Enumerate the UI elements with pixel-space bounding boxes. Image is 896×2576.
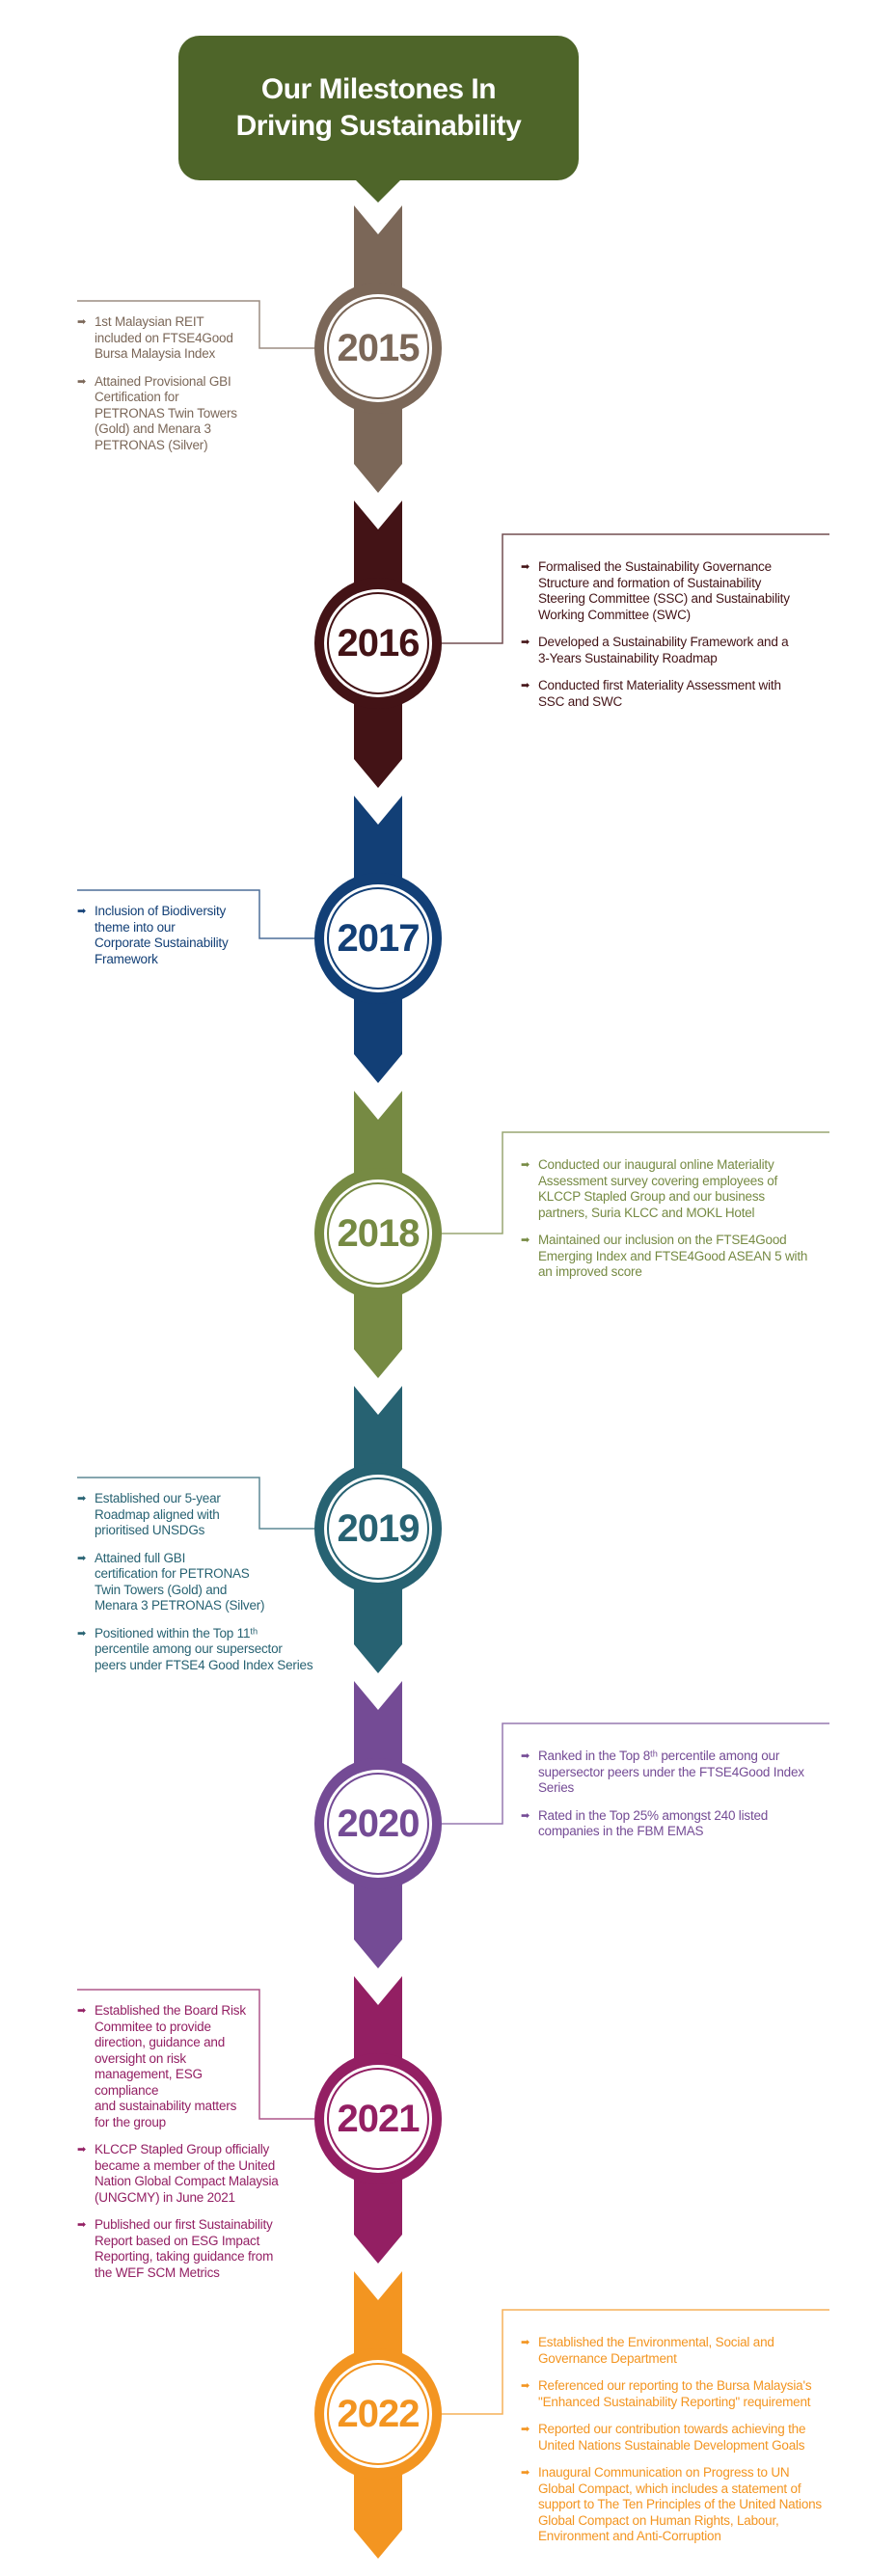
milestone-item: ➡ Ranked in the Top 8ᵗʰ percentile among …	[521, 1749, 804, 1797]
connector-line	[442, 1722, 829, 1825]
year-label: 2021	[337, 2097, 421, 2140]
milestone-text: Inaugural Communication on Progress to U…	[538, 2465, 822, 2543]
milestone-text: Established our 5-year Roadmap aligned w…	[95, 1491, 221, 1537]
arrow-right-icon: ➡	[77, 316, 87, 328]
arrow-right-icon: ➡	[77, 2005, 87, 2017]
milestone-item: ➡ 1st Malaysian REIT included on FTSE4Goo…	[77, 314, 237, 363]
year-badge-2022	[314, 2348, 442, 2480]
milestone-item: ➡ Developed a Sustainability Framework an…	[521, 635, 790, 666]
arrow-right-icon: ➡	[521, 1159, 530, 1171]
milestone-item: ➡ Reported our contribution towards achie…	[521, 2422, 822, 2454]
milestone-text: Reported our contribution towards achiev…	[538, 2422, 806, 2453]
milestone-item: ➡ Published our first Sustainability Repo…	[77, 2217, 279, 2281]
milestone-text: Referenced our reporting to the Bursa Ma…	[538, 2378, 812, 2409]
year-badge-2018	[314, 1168, 442, 1299]
milestone-list-2022: ➡ Established the Environmental, Social a…	[521, 2335, 822, 2557]
milestone-text: Positioned within the Top 11ᵗʰ percentil…	[95, 1625, 313, 1672]
milestone-text: Developed a Sustainability Framework and…	[538, 635, 789, 665]
arrow-right-icon: ➡	[521, 1234, 530, 1246]
milestone-text: Maintained our inclusion on the FTSE4Goo…	[538, 1233, 808, 1279]
page-title: Our Milestones In Driving Sustainability	[235, 73, 522, 142]
milestone-item: ➡ Attained full GBI certification for PET…	[77, 1551, 312, 1614]
milestone-text: Established the Board Risk Commitee to p…	[95, 2003, 246, 2129]
milestone-list-2015: ➡ 1st Malaysian REIT included on FTSE4Goo…	[77, 314, 237, 465]
arrow-right-icon: ➡	[77, 375, 87, 388]
milestone-item: ➡ Established our 5-year Roadmap aligned …	[77, 1491, 312, 1539]
connector-line	[77, 889, 314, 939]
connector-line	[442, 2309, 829, 2415]
milestone-item: ➡ Inclusion of Biodiversity theme into ou…	[77, 904, 229, 967]
year-badge-2020	[314, 1758, 442, 1889]
milestone-item: ➡ KLCCP Stapled Group officially became a…	[77, 2142, 279, 2206]
arrow-right-icon: ➡	[77, 2144, 87, 2156]
title-banner: Our Milestones In Driving Sustainability	[178, 36, 579, 180]
arrow-right-icon: ➡	[521, 2424, 530, 2435]
milestone-text: Formalised the Sustainability Governance…	[538, 559, 790, 622]
year-badge-2015	[314, 283, 442, 414]
milestone-text: Conducted first Materiality Assessment w…	[538, 678, 781, 709]
connector-line	[442, 533, 829, 644]
milestone-text: Conducted our inaugural online Materiali…	[538, 1157, 778, 1220]
year-label: 2017	[337, 916, 421, 960]
milestone-list-2017: ➡ Inclusion of Biodiversity theme into ou…	[77, 904, 229, 979]
milestone-list-2020: ➡ Ranked in the Top 8ᵗʰ percentile among …	[521, 1749, 804, 1852]
milestone-text: Ranked in the Top 8ᵗʰ percentile among o…	[538, 1749, 804, 1795]
milestone-text: Published our first Sustainability Repor…	[95, 2217, 274, 2280]
milestone-item: ➡ Conducted our inaugural online Material…	[521, 1157, 807, 1221]
milestone-item: ➡ Conducted first Materiality Assessment …	[521, 678, 790, 710]
arrow-right-icon: ➡	[521, 2380, 530, 2392]
milestone-item: ➡ Inaugural Communication on Progress to …	[521, 2465, 822, 2545]
milestone-item: ➡ Attained Provisional GBI Certification …	[77, 374, 237, 454]
milestone-item: ➡ Positioned within the Top 11ᵗʰ percenti…	[77, 1625, 313, 1674]
arrow-right-icon: ➡	[77, 1493, 87, 1505]
arrow-right-icon: ➡	[77, 2219, 87, 2231]
milestone-text: 1st Malaysian REIT included on FTSE4Good…	[95, 314, 233, 361]
arrow-right-icon: ➡	[521, 2337, 530, 2348]
arrow-right-icon: ➡	[521, 1809, 530, 1822]
milestone-list-2016: ➡ Formalised the Sustainability Governanc…	[521, 559, 790, 721]
year-badge-2016	[314, 578, 442, 709]
milestone-list-2019: ➡ Established our 5-year Roadmap aligned …	[77, 1491, 313, 1685]
arrow-right-icon: ➡	[521, 2467, 530, 2479]
year-label: 2019	[337, 1506, 421, 1550]
year-badge-2019	[314, 1463, 442, 1594]
arrow-right-icon: ➡	[521, 561, 530, 573]
arrow-right-icon: ➡	[521, 1750, 530, 1762]
year-badge-2017	[314, 873, 442, 1004]
milestone-text: Inclusion of Biodiversity theme into our…	[95, 904, 229, 966]
milestone-item: ➡ Referenced our reporting to the Bursa M…	[521, 2378, 822, 2410]
milestone-text: Attained Provisional GBI Certification f…	[95, 373, 237, 452]
milestone-item: ➡ Maintained our inclusion on the FTSE4Go…	[521, 1233, 807, 1281]
milestone-text: Established the Environmental, Social an…	[538, 2335, 774, 2366]
milestone-text: KLCCP Stapled Group officially became a …	[95, 2142, 279, 2205]
milestone-list-2018: ➡ Conducted our inaugural online Material…	[521, 1157, 807, 1292]
milestone-text: Attained full GBI certification for PETR…	[95, 1550, 265, 1613]
year-badge-2021	[314, 2053, 442, 2184]
arrow-right-icon: ➡	[77, 1552, 87, 1564]
connector-line	[442, 1131, 829, 1234]
milestone-item: ➡ Established the Board Risk Commitee to …	[77, 2003, 279, 2130]
connector-line	[77, 300, 314, 349]
year-label: 2022	[337, 2392, 421, 2435]
year-label: 2015	[337, 326, 421, 369]
year-label: 2020	[337, 1802, 421, 1845]
arrow-right-icon: ➡	[521, 637, 530, 648]
arrow-right-icon: ➡	[521, 680, 530, 691]
milestone-item: ➡ Formalised the Sustainability Governanc…	[521, 559, 790, 623]
milestone-text: Rated in the Top 25% amongst 240 listed …	[538, 1807, 769, 1839]
milestone-item: ➡ Rated in the Top 25% amongst 240 listed…	[521, 1808, 804, 1840]
year-label: 2016	[337, 621, 421, 664]
connector-line	[77, 1989, 314, 2120]
milestone-list-2021: ➡ Established the Board Risk Commitee to …	[77, 2003, 279, 2292]
connector-line	[77, 1477, 314, 1530]
title-pointer	[355, 179, 401, 203]
year-label: 2018	[337, 1211, 421, 1255]
arrow-right-icon: ➡	[77, 906, 87, 917]
arrow-right-icon: ➡	[77, 1627, 87, 1640]
milestone-item: ➡ Established the Environmental, Social a…	[521, 2335, 822, 2367]
